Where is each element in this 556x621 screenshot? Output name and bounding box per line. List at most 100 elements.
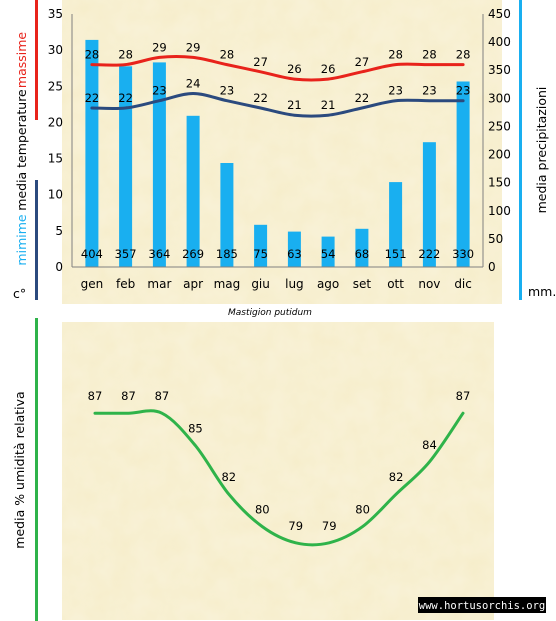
max-temp-label-mar: 29 — [152, 40, 167, 54]
month-tick-set: set — [353, 277, 372, 291]
right-tick-0: 0 — [488, 260, 496, 274]
precip-label-set: 68 — [355, 247, 370, 261]
left-tick-15: 15 — [48, 152, 63, 166]
temp-axis-title: media temperature — [14, 89, 29, 211]
humidity-label-feb: 87 — [121, 389, 136, 403]
min-temp-line — [90, 91, 465, 118]
credit-background — [418, 597, 546, 613]
precip-bar-giu — [254, 224, 268, 267]
month-tick-gen: gen — [81, 277, 104, 291]
humidity-label-mar: 87 — [155, 389, 170, 403]
humidity-label-ott: 82 — [389, 470, 404, 484]
right-tick-250: 250 — [488, 119, 511, 133]
precip-bar-lug — [287, 231, 301, 267]
humidity-label-mag: 82 — [221, 470, 236, 484]
humidity-label-lug: 79 — [288, 519, 303, 533]
humidity-chart: 87 87 87 85 82 80 79 79 80 82 84 87 media % umidità… — [12, 318, 494, 621]
credit-text: www.hortusorchis.org — [419, 600, 545, 612]
left-tick-25: 25 — [48, 79, 63, 93]
precip-label-dic: 330 — [452, 247, 474, 261]
month-tick-ago: ago — [317, 277, 339, 291]
left-y-tick-labels: 0 5 10 15 20 25 30 35 — [48, 7, 63, 274]
humidity-series — [93, 409, 465, 547]
humidity-axis-title: media % umidità relativa — [12, 391, 27, 548]
precip-label-gen: 404 — [81, 247, 103, 261]
min-temp-label-gen: 22 — [85, 91, 100, 105]
max-temp-label-lug: 26 — [287, 62, 302, 76]
precip-label-nov: 222 — [418, 247, 440, 261]
max-temp-label-apr: 29 — [186, 40, 201, 54]
credit-watermark: www.hortusorchis.org — [418, 597, 546, 613]
precip-label-giu: 75 — [253, 247, 268, 261]
right-tick-400: 400 — [488, 35, 511, 49]
max-temp-label-ago: 26 — [321, 62, 336, 76]
humidity-label-dic: 87 — [456, 389, 471, 403]
max-temp-label-mag: 28 — [220, 48, 235, 62]
humidity-line — [93, 409, 465, 547]
precip-bar-apr — [186, 115, 200, 267]
month-tick-mar: mar — [147, 277, 171, 291]
precip-bar-gen — [85, 39, 99, 268]
right-tick-450: 450 — [488, 7, 511, 21]
max-temp-label-gen: 28 — [85, 48, 100, 62]
right-tick-150: 150 — [488, 176, 511, 190]
bottom-plot-texture — [62, 322, 494, 620]
precip-bar-nov — [422, 142, 436, 267]
precip-label-apr: 269 — [182, 247, 204, 261]
humidity-value-labels: 87 87 87 85 82 80 79 79 80 82 84 87 — [88, 389, 471, 533]
max-temp-label-giu: 27 — [253, 55, 268, 69]
min-temp-label-mag: 23 — [220, 84, 235, 98]
species-name: Mastigion putidum — [228, 308, 312, 318]
humidity-label-nov: 84 — [422, 438, 437, 452]
precip-label-lug: 63 — [287, 247, 302, 261]
precip-bar-set — [355, 228, 369, 267]
min-temp-label-set: 22 — [355, 91, 370, 105]
humidity-label-apr: 85 — [188, 422, 203, 436]
max-ribbon — [35, 0, 38, 120]
left-tick-35: 35 — [48, 7, 63, 21]
precip-label-ago: 54 — [321, 247, 336, 261]
month-tick-ott: ott — [387, 277, 404, 291]
max-temp-line — [90, 55, 465, 82]
left-tick-10: 10 — [48, 188, 63, 202]
humidity-ribbon — [35, 318, 38, 621]
precip-ribbon — [519, 0, 522, 300]
month-tick-dic: dic — [454, 277, 472, 291]
precip-bar-mag — [220, 163, 234, 267]
precip-label-feb: 357 — [115, 247, 137, 261]
right-tick-100: 100 — [488, 204, 511, 218]
month-tick-giu: giu — [251, 277, 270, 291]
precip-bar-mar — [152, 62, 166, 268]
precip-bar-dic — [456, 81, 470, 267]
right-tick-200: 200 — [488, 148, 511, 162]
left-tick-0: 0 — [55, 260, 63, 274]
precip-bar-ago — [321, 236, 335, 267]
precipitation-bars — [85, 39, 470, 268]
precip-label-mar: 364 — [148, 247, 170, 261]
month-tick-nov: nov — [418, 277, 440, 291]
humidity-label-ago: 79 — [322, 519, 337, 533]
left-tick-20: 20 — [48, 115, 63, 129]
min-temp-label-lug: 21 — [287, 98, 302, 112]
max-temp-label-nov: 28 — [422, 48, 437, 62]
min-temp-label: mimime — [14, 214, 29, 265]
precip-axis-title: media precipitazioni — [534, 87, 549, 214]
right-tick-300: 300 — [488, 91, 511, 105]
max-temp-label-feb: 28 — [118, 48, 133, 62]
left-tick-30: 30 — [48, 43, 63, 57]
max-temp-label-set: 27 — [355, 55, 370, 69]
precipitation-value-labels: 404 357 364 269 185 75 63 54 68 151 222 330 — [81, 247, 474, 261]
min-temp-label-feb: 22 — [118, 91, 133, 105]
precip-label-mag: 185 — [216, 247, 238, 261]
temp-unit-label: c° — [13, 286, 26, 301]
humidity-label-set: 80 — [355, 503, 370, 517]
min-ribbon — [35, 180, 38, 300]
month-tick-apr: apr — [183, 277, 203, 291]
temperature-value-labels: 28 28 29 29 28 27 26 26 27 28 28 28 22 22 23 24 23 22 21 21… — [85, 40, 471, 112]
min-temp-label-nov: 23 — [422, 84, 437, 98]
month-tick-feb: feb — [116, 277, 135, 291]
right-tick-350: 350 — [488, 63, 511, 77]
right-tick-50: 50 — [488, 232, 503, 246]
month-tick-mag: mag — [214, 277, 241, 291]
